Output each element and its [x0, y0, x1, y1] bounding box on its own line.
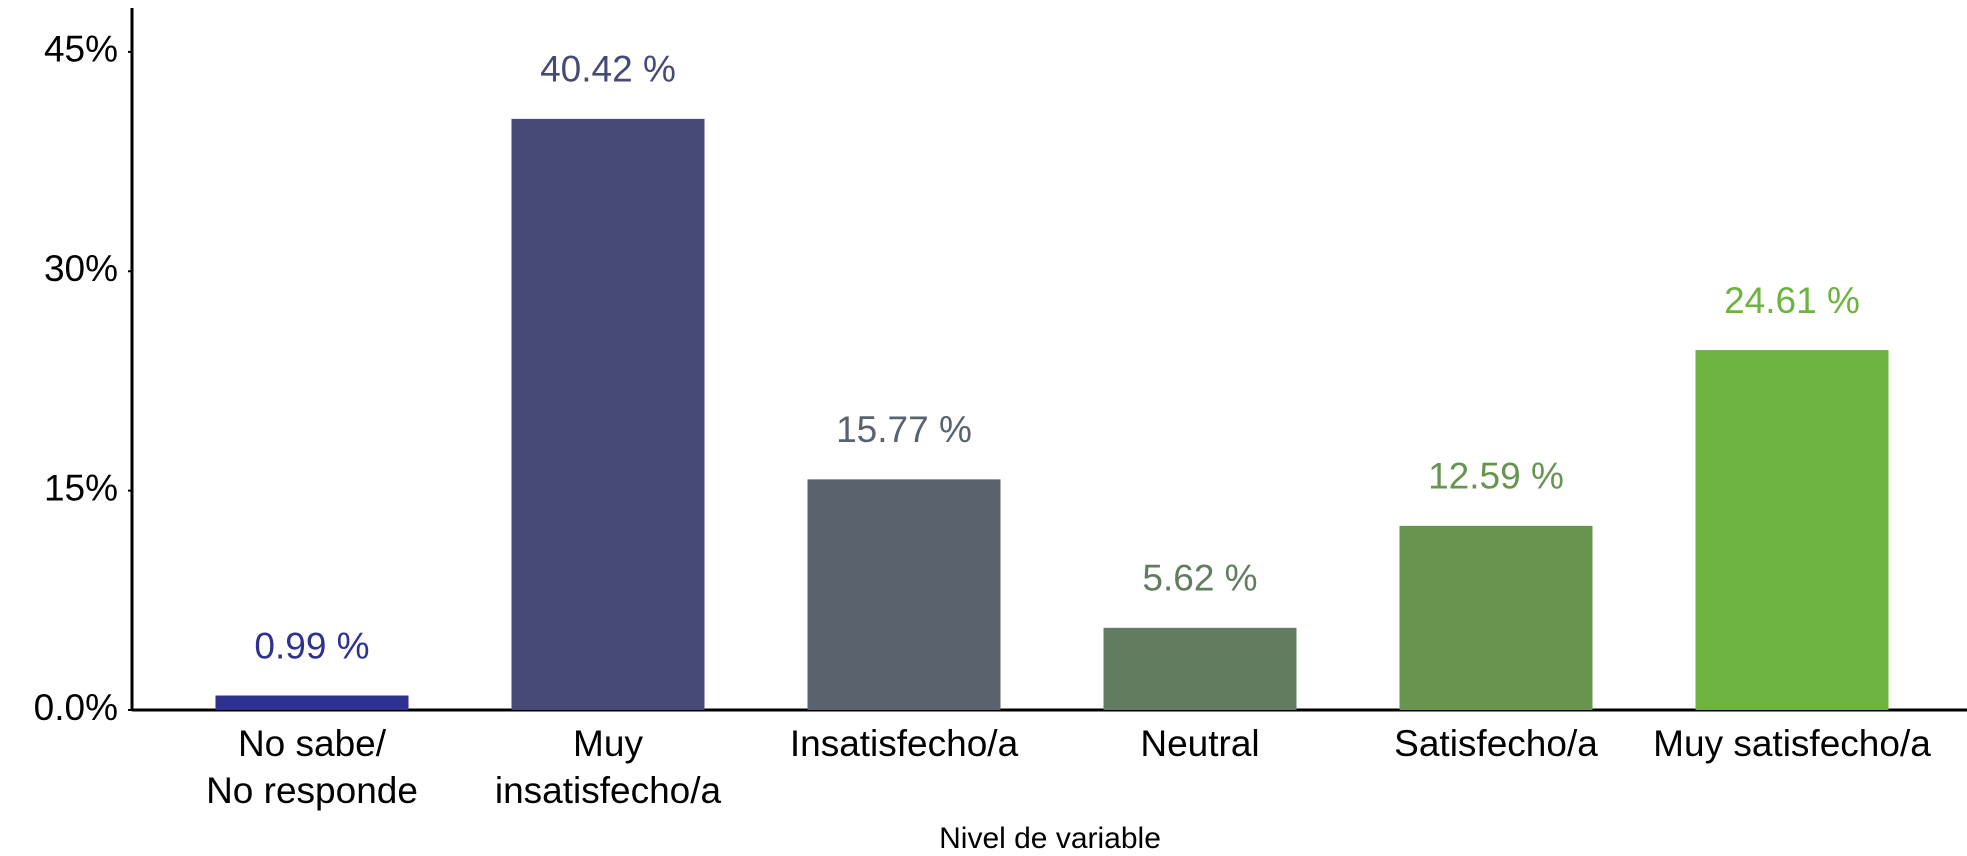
value-label: 5.62 %	[1142, 558, 1257, 599]
y-tick-label: 0.0%	[34, 687, 118, 728]
x-tick-label: Muy insatisfecho/a	[494, 723, 722, 811]
y-tick-label: 45%	[44, 29, 118, 70]
bar	[1399, 525, 1593, 710]
bar	[1103, 627, 1297, 710]
bar	[511, 118, 705, 711]
value-label: 15.77 %	[836, 409, 972, 450]
value-label: 0.99 %	[254, 625, 369, 666]
x-tick-label: Neutral	[1140, 723, 1260, 764]
x-tick-label: Insatisfecho/a	[789, 723, 1019, 764]
bar	[215, 695, 409, 710]
value-label: 40.42 %	[540, 49, 676, 90]
bar	[1695, 350, 1889, 710]
value-label: 12.59 %	[1428, 456, 1564, 497]
x-tick-label: Satisfecho/a	[1394, 723, 1598, 764]
bar	[807, 479, 1001, 710]
x-tick-label: Muy satisfecho/a	[1653, 723, 1931, 764]
x-axis-label: Nivel de variable	[939, 822, 1161, 855]
x-tick-label: No sabe/ No responde	[206, 723, 418, 811]
y-tick-label: 30%	[44, 248, 118, 289]
y-tick-label: 15%	[44, 467, 118, 508]
value-label: 24.61 %	[1724, 280, 1860, 321]
